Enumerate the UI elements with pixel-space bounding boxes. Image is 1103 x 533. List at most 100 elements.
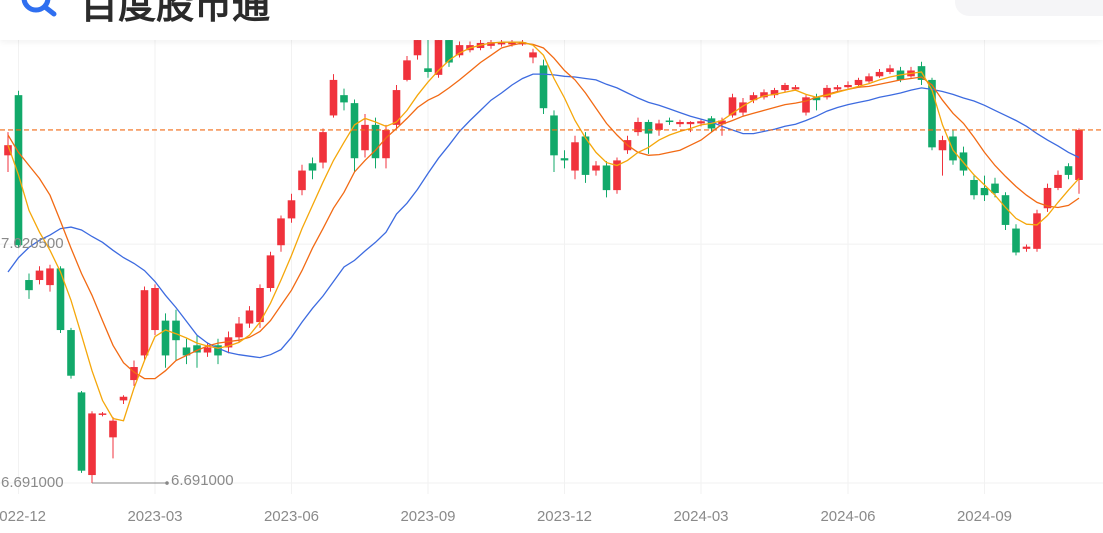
candle-body [14,95,23,246]
candle-body [581,136,590,175]
candle-body [875,71,884,77]
candle-body [791,87,800,90]
candle-body [749,95,758,101]
candle-body [497,42,506,45]
candle-body [959,152,968,171]
candle-body [854,79,863,85]
candle-body [1075,129,1083,180]
candle-body [697,121,705,124]
candle-body [161,320,170,356]
candle-body [434,40,443,75]
candle-body [392,90,401,125]
candle-body [340,95,348,103]
candle-body [1064,166,1073,175]
candle-body [424,68,432,72]
candle-body [77,392,86,471]
logo [21,0,57,17]
candle-body [665,120,674,123]
candle-body [613,160,621,191]
candle-body [833,87,842,90]
candle-body [602,165,611,191]
candle-body [686,121,695,125]
x-tick-label: 2023-12 [537,508,592,525]
moving-average-line [7,73,1080,359]
candle-body [886,68,894,72]
candle-body [539,65,548,109]
candle-body [571,142,579,171]
candle-body [46,268,54,286]
candle-body [844,85,852,88]
candle-body [329,79,338,116]
candle-body [812,97,821,101]
candle-body [308,163,317,171]
candle-body [67,330,75,376]
candle-body [529,52,537,58]
candle-body [235,323,243,338]
candle-body [25,280,33,291]
candle-body [560,158,569,161]
candle-body [224,337,233,348]
x-tick-label: 2023-03 [127,508,182,525]
candle-body [970,179,978,196]
candle-body [644,121,653,134]
candle-body [781,85,789,91]
min-annotation-label: 6.691000 [171,472,234,489]
candle-body [1043,187,1052,209]
candle-body [119,396,128,401]
search-box[interactable] [955,0,1103,16]
candle-body [203,347,212,353]
candle-body [403,60,411,80]
candle-body [728,97,737,116]
site-title: 百度股市通 [80,0,271,27]
y-tick-label: 7.020500 [1,235,64,252]
x-tick-label: 2024-09 [957,508,1012,525]
candle-body [980,187,989,196]
candle-body [88,413,96,476]
candle-body [455,45,464,56]
candle-body [287,200,296,219]
x-tick-label: 2023-09 [400,508,455,525]
candle-body [718,120,726,125]
min-annotation-dot [165,481,169,485]
candle-body [277,218,285,246]
candle-body [1001,195,1010,225]
candle-body [865,76,873,82]
candle-body [172,320,180,341]
candle-body [350,103,359,159]
header: 百度股市通 [0,0,1103,40]
x-tick-label: 2024-06 [820,508,875,525]
candle-body [35,270,44,281]
candle-body [182,347,191,356]
candle-body [266,255,275,288]
candle-body [676,121,684,125]
candle-body [1012,228,1020,253]
y-tick-label: 6.691000 [1,474,64,491]
candle-body [56,268,65,331]
moving-average-line [7,41,1080,422]
candle-body [592,165,600,171]
candle-body [445,40,453,63]
candle-body [487,42,495,46]
candle-body [382,129,390,159]
candle-body [508,41,516,45]
candle-body [823,87,831,98]
candle-body [760,92,768,98]
candle-body [361,124,369,151]
candle-body [371,124,380,159]
candle-body [319,132,327,163]
x-tick-label: 2022-12 [0,508,46,525]
candle-body [1054,174,1062,188]
candle-body [928,79,936,148]
candle-body [109,420,117,438]
candle-body [991,183,999,194]
candle-body [1033,213,1041,249]
candle-body [655,123,663,130]
candle-body [298,170,306,191]
candle-body [151,288,159,331]
candle-body [4,145,12,156]
candle-body [949,136,957,161]
candle-body [1022,246,1031,249]
x-tick-label: 2024-03 [673,508,728,525]
